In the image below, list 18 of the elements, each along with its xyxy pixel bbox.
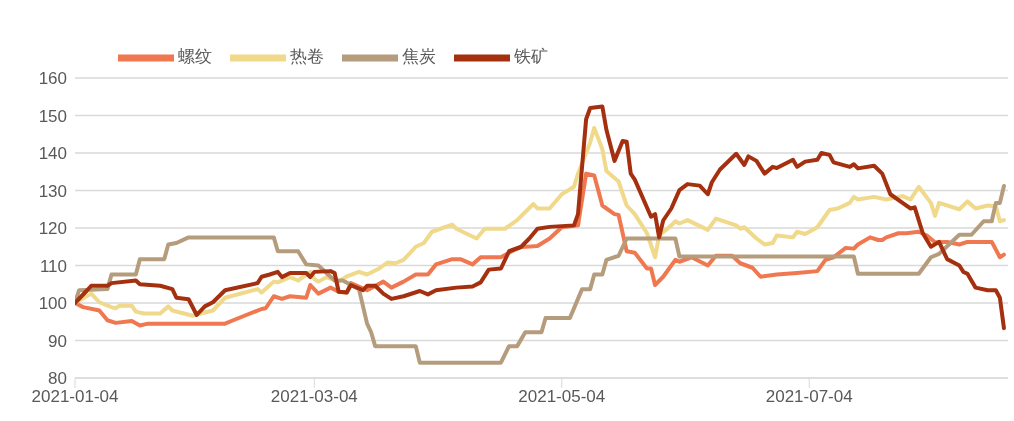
y-tick-label: 90	[48, 331, 67, 351]
x-tick-label: 2021-03-04	[270, 387, 358, 407]
x-tick-label: 2021-07-04	[765, 387, 853, 407]
legend-label: 焦炭	[402, 47, 436, 67]
y-tick-label: 100	[38, 294, 67, 314]
y-tick-label: 150	[38, 106, 67, 126]
y-tick-label: 110	[39, 256, 67, 276]
legend-label: 铁矿	[514, 47, 548, 67]
line-series	[75, 184, 1006, 365]
legend-label: 热卷	[290, 47, 324, 67]
legend-label: 螺纹	[178, 47, 212, 67]
y-tick-label: 130	[38, 181, 67, 201]
y-tick-label: 120	[38, 219, 67, 239]
y-tick-label: 140	[38, 144, 67, 164]
y-tick-label: 160	[38, 69, 67, 89]
x-tick-label: 2021-05-04	[518, 387, 606, 407]
x-tick-label: 2021-01-04	[31, 387, 119, 407]
y-tick-label: 80	[48, 369, 67, 389]
